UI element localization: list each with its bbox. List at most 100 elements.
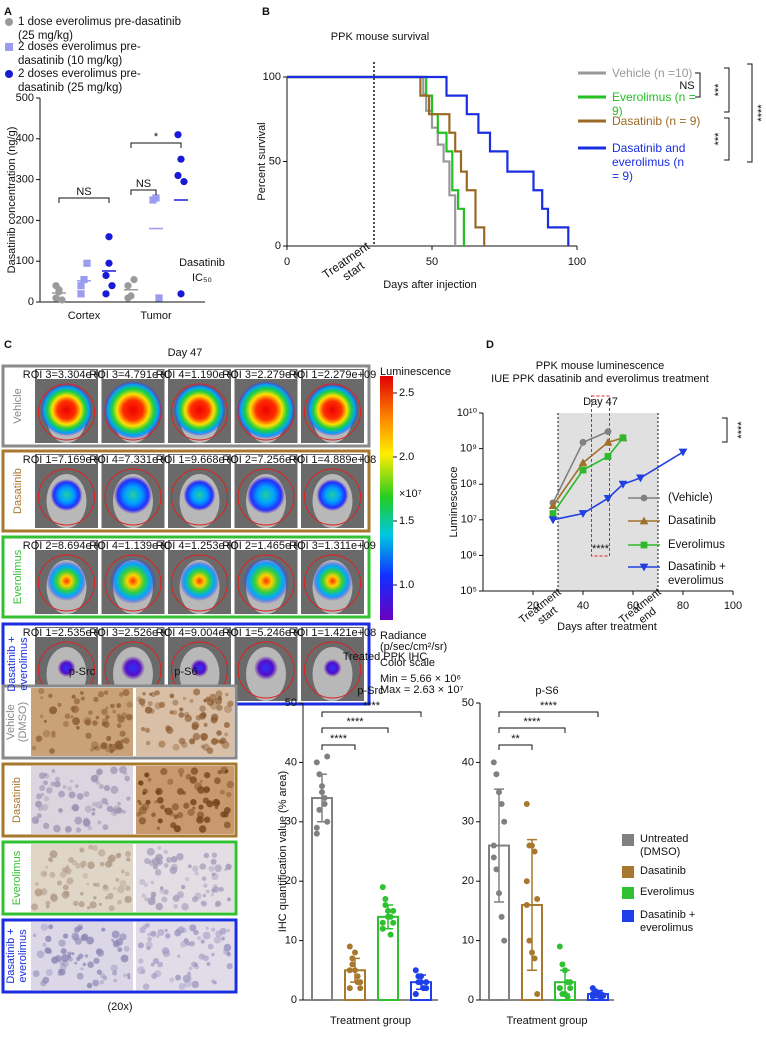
cell bbox=[111, 930, 120, 939]
panel-letter: A bbox=[4, 6, 12, 18]
colorbar-note: (p/sec/cm²/sr) bbox=[380, 641, 447, 653]
cell bbox=[225, 863, 232, 870]
point bbox=[108, 282, 116, 290]
cell bbox=[189, 738, 196, 745]
signal bbox=[46, 561, 87, 601]
point bbox=[346, 967, 353, 974]
cell bbox=[117, 947, 123, 952]
cell bbox=[98, 902, 103, 906]
significance-label: **** bbox=[346, 716, 364, 728]
roi-circle bbox=[304, 554, 361, 612]
point bbox=[55, 286, 63, 294]
cell bbox=[101, 718, 109, 725]
cell bbox=[93, 746, 97, 750]
cell bbox=[62, 884, 69, 891]
point bbox=[579, 466, 587, 474]
roi-box bbox=[103, 541, 163, 550]
cell bbox=[139, 926, 146, 934]
row-label: Dasatinib + everolimus bbox=[5, 928, 29, 984]
cell bbox=[49, 850, 58, 859]
point bbox=[349, 961, 356, 968]
signal bbox=[312, 561, 353, 601]
cell bbox=[88, 844, 94, 850]
point bbox=[130, 275, 138, 284]
cell bbox=[86, 982, 93, 989]
cell bbox=[120, 954, 129, 963]
cell bbox=[174, 929, 182, 937]
cell bbox=[193, 929, 199, 936]
point bbox=[636, 474, 645, 483]
cell bbox=[51, 733, 56, 739]
point bbox=[346, 985, 353, 992]
cell bbox=[152, 958, 159, 964]
cell bbox=[192, 865, 199, 872]
highlight-box bbox=[591, 395, 610, 557]
cell bbox=[178, 983, 186, 990]
cell bbox=[123, 737, 130, 744]
y-axis-label: Luminescence bbox=[448, 467, 460, 538]
cell bbox=[226, 780, 234, 789]
cell bbox=[83, 716, 92, 725]
cell bbox=[223, 705, 232, 714]
cell bbox=[179, 773, 183, 777]
cell bbox=[210, 858, 217, 865]
x-tick-label: 100 bbox=[724, 600, 742, 612]
point bbox=[58, 296, 66, 304]
y-tick-label: 500 bbox=[16, 92, 34, 104]
cell bbox=[60, 948, 67, 955]
point bbox=[534, 991, 541, 998]
cell bbox=[176, 891, 184, 899]
cell bbox=[203, 883, 208, 888]
point bbox=[567, 985, 574, 992]
cell bbox=[157, 928, 165, 937]
cell bbox=[152, 864, 159, 870]
point bbox=[548, 501, 558, 510]
cell bbox=[223, 943, 232, 952]
cell bbox=[215, 930, 223, 938]
cell bbox=[137, 799, 141, 803]
panel-letter: C bbox=[4, 339, 12, 351]
cell bbox=[191, 961, 197, 968]
point bbox=[105, 259, 113, 267]
colorbar-multiplier: ×10⁷ bbox=[399, 488, 422, 500]
cell bbox=[74, 937, 82, 945]
cell bbox=[171, 803, 179, 811]
cell bbox=[115, 878, 120, 882]
cell bbox=[57, 968, 63, 974]
cell bbox=[84, 719, 92, 726]
cell bbox=[75, 863, 81, 869]
highlight-label: Day 47 bbox=[583, 396, 618, 408]
cell bbox=[124, 871, 130, 877]
error-bar bbox=[593, 989, 603, 999]
point bbox=[556, 943, 563, 950]
significance-bracket bbox=[724, 117, 730, 161]
cell bbox=[211, 852, 218, 858]
roi-circle bbox=[237, 554, 295, 612]
y-tick-label: 0 bbox=[468, 994, 474, 1006]
cell bbox=[70, 715, 74, 719]
cell bbox=[178, 737, 186, 745]
cell bbox=[199, 863, 207, 870]
cell bbox=[80, 696, 85, 701]
cell bbox=[162, 949, 171, 958]
y-tick-label: 10 bbox=[285, 935, 297, 947]
point bbox=[313, 759, 320, 766]
cell bbox=[70, 706, 76, 711]
cell bbox=[92, 979, 100, 987]
cell bbox=[141, 893, 146, 898]
signal bbox=[323, 659, 342, 677]
cell bbox=[123, 945, 130, 952]
cell bbox=[119, 730, 126, 737]
cell bbox=[48, 924, 54, 930]
point bbox=[490, 842, 497, 849]
cell bbox=[107, 854, 116, 863]
cell bbox=[84, 805, 93, 813]
significance-bracket bbox=[498, 744, 533, 750]
legend-marker bbox=[640, 494, 648, 502]
x-tick-label: 0 bbox=[284, 256, 290, 268]
cell bbox=[203, 816, 211, 823]
x-axis-label: Treatment group bbox=[330, 1015, 411, 1027]
roi-label: ROI 1=2.535e+07 bbox=[23, 627, 110, 639]
point bbox=[321, 795, 328, 802]
point bbox=[556, 985, 563, 992]
